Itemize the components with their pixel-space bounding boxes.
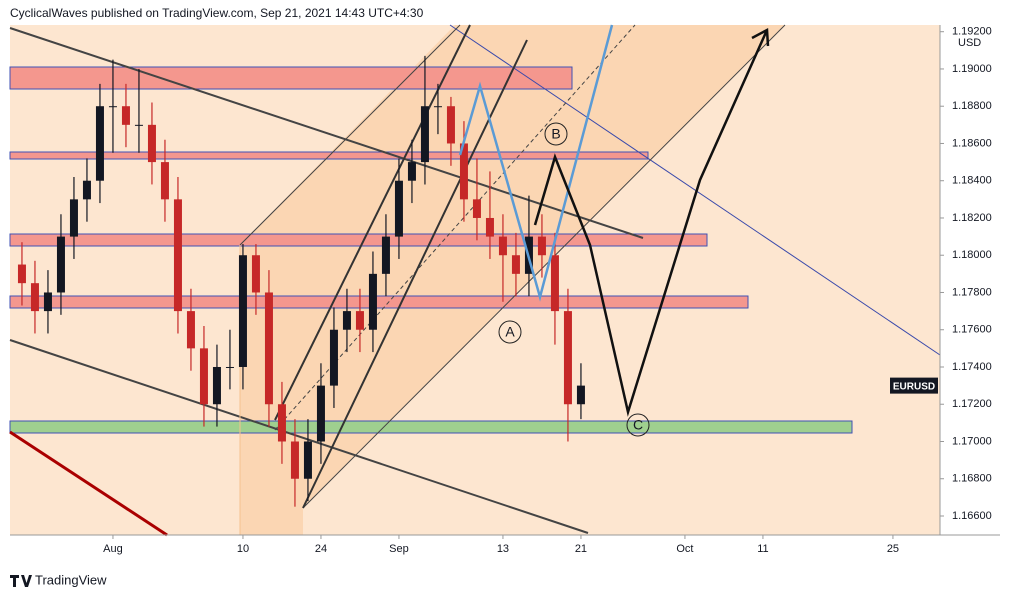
- candle-body: [381, 236, 390, 274]
- candle-body: [30, 283, 39, 312]
- channel-median: [274, 24, 636, 431]
- wave-label-ring: [626, 413, 650, 437]
- y-tick-label: 1.17600: [952, 324, 992, 336]
- x-tick-label: Oct: [676, 543, 693, 555]
- logo: TradingView: [10, 572, 107, 587]
- y-tick-label: 1.18200: [952, 212, 992, 224]
- x-tick-label: 13: [497, 543, 509, 555]
- y-tick-label: 1.16600: [952, 510, 992, 522]
- y-tick-label: 1.18600: [952, 137, 992, 149]
- y-tick-label: 1.19200: [952, 26, 992, 38]
- candle-body: [537, 236, 546, 256]
- price-label-box: [890, 377, 938, 394]
- y-tick-label: 1.19000: [952, 63, 992, 75]
- candle-body: [264, 292, 273, 405]
- zone: [9, 295, 749, 309]
- trend-line: [9, 430, 168, 537]
- y-tick-label: 1.17800: [952, 286, 992, 298]
- candle-body: [394, 180, 403, 237]
- trend-line: [449, 24, 941, 356]
- candle-body: [563, 311, 572, 405]
- candle-body: [576, 385, 585, 405]
- candle-body: [43, 292, 52, 312]
- candle-body: [511, 255, 520, 274]
- candle-body: [355, 311, 364, 330]
- candles: [17, 55, 585, 507]
- trend-line: [9, 27, 644, 239]
- projection-path: [533, 29, 769, 417]
- candle-body: [277, 404, 286, 442]
- candle-body: [550, 255, 559, 312]
- candle-body: [420, 106, 429, 163]
- candle-body: [212, 366, 221, 405]
- y-tick-label: 1.16800: [952, 473, 992, 485]
- projections: A B C: [458, 24, 770, 437]
- candle-body: [303, 441, 312, 479]
- axes: 1.16600 1.16800 1.17000 1.17200 1.17400 1.176…: [103, 26, 992, 555]
- x-tick-label: 25: [887, 543, 899, 555]
- candle-body: [134, 124, 143, 126]
- x-tick-label: 11: [757, 543, 768, 555]
- candle-body: [316, 385, 325, 442]
- candle-body: [368, 273, 377, 330]
- y-tick-label: 1.18800: [952, 100, 992, 112]
- projection-path: [458, 24, 614, 302]
- x-tick-label: Aug: [103, 543, 123, 555]
- candle-body: [472, 199, 481, 218]
- candle-body: [498, 236, 507, 256]
- x-tick-label: Sep: [389, 543, 409, 555]
- candle-body: [485, 217, 494, 237]
- candle-body: [225, 366, 234, 368]
- candle-body: [17, 264, 26, 284]
- candle-body: [173, 199, 182, 312]
- candle-body: [160, 162, 169, 200]
- candle-body: [238, 255, 247, 367]
- trend-line: [9, 339, 589, 534]
- candle-body: [459, 143, 468, 200]
- y-tick-label: 1.18000: [952, 249, 992, 261]
- candle-body: [329, 329, 338, 386]
- candle-body: [56, 236, 65, 293]
- currency-label: USD: [958, 37, 981, 49]
- candle-body: [446, 106, 455, 144]
- candle-body: [147, 124, 156, 163]
- candle-body: [199, 348, 208, 405]
- drawings: [9, 24, 941, 537]
- y-tick-label: 1.18400: [952, 175, 992, 187]
- candle-body: [251, 255, 260, 293]
- zone: [9, 233, 708, 247]
- y-tick-label: 1.17200: [952, 398, 992, 410]
- footer: TradingView: [35, 572, 107, 587]
- candle-body: [407, 162, 416, 181]
- arrow-head: [751, 27, 770, 47]
- x-tick-label: 10: [237, 543, 249, 555]
- candle-body: [186, 311, 195, 349]
- wave-label: B: [551, 126, 560, 142]
- candle-body: [121, 106, 130, 125]
- wave-label-ring: [544, 122, 568, 146]
- candle-body: [342, 311, 351, 330]
- wave-label-ring: [498, 320, 522, 344]
- candle-body: [433, 106, 442, 108]
- zone: [9, 66, 573, 90]
- y-tick-label: 1.17000: [952, 435, 992, 447]
- price-label: EURUSD: [893, 381, 935, 392]
- channel-line: [239, 24, 461, 246]
- y-tick-label: 1.17400: [952, 361, 992, 373]
- logo-mark: [10, 575, 32, 587]
- candle-body: [95, 106, 104, 181]
- x-tick-label: 21: [575, 543, 587, 555]
- wave-label: C: [633, 417, 643, 433]
- candle-body: [290, 441, 299, 479]
- candle-body: [82, 180, 91, 200]
- candle-body: [108, 106, 117, 108]
- x-tick-label: 24: [315, 543, 327, 555]
- header: CyclicalWaves published on TradingView.c…: [10, 6, 424, 20]
- candle-body: [69, 199, 78, 237]
- zone: [9, 420, 853, 434]
- wave-label: A: [505, 324, 515, 340]
- channel-line: [302, 24, 786, 509]
